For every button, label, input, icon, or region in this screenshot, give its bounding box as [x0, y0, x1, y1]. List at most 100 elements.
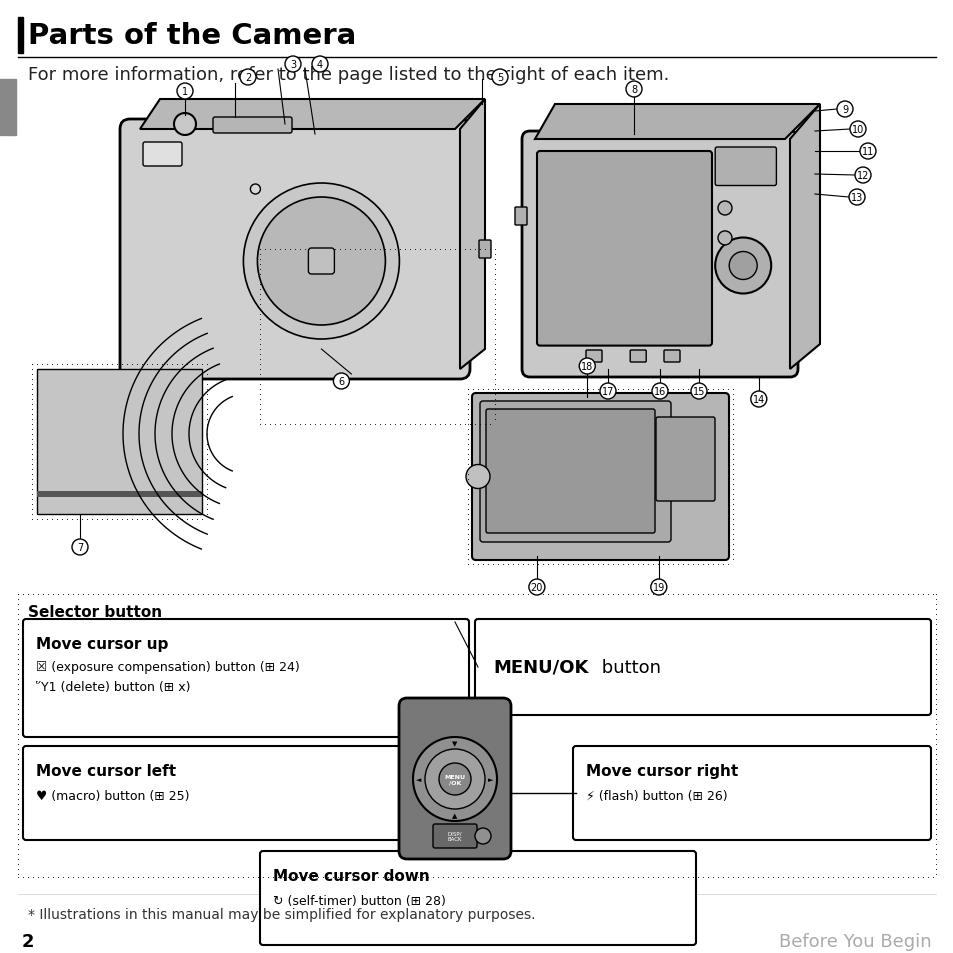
Point [460, 492, 476, 507]
Point [927, 587, 943, 602]
Point [487, 292, 502, 307]
Point [599, 557, 615, 572]
Circle shape [413, 738, 497, 821]
Point [565, 382, 580, 397]
Point [440, 869, 456, 884]
Point [927, 712, 943, 727]
Point [382, 416, 397, 432]
Point [50, 357, 65, 373]
Point [179, 357, 194, 373]
Point [253, 412, 268, 427]
Point [927, 726, 943, 741]
Point [287, 242, 302, 257]
Point [10, 587, 26, 602]
Point [927, 627, 943, 642]
Point [927, 612, 943, 627]
Point [860, 587, 875, 602]
Point [85, 869, 100, 884]
Point [625, 587, 640, 602]
Point [625, 557, 640, 572]
Circle shape [848, 190, 864, 206]
Point [30, 357, 45, 373]
Point [322, 242, 337, 257]
Point [375, 869, 390, 884]
Point [10, 632, 26, 647]
Point [199, 392, 214, 407]
Point [927, 732, 943, 747]
Point [480, 869, 496, 884]
Point [380, 869, 395, 884]
Point [199, 397, 214, 413]
Point [927, 766, 943, 781]
Point [625, 382, 640, 397]
Point [487, 307, 502, 322]
Point [456, 242, 472, 257]
Point [64, 357, 79, 373]
Point [610, 557, 625, 572]
Point [465, 587, 480, 602]
Circle shape [243, 184, 399, 339]
Point [460, 427, 476, 442]
Point [927, 851, 943, 866]
Point [927, 737, 943, 752]
Point [724, 517, 740, 532]
Point [927, 697, 943, 712]
Point [390, 869, 405, 884]
Point [927, 862, 943, 877]
Point [25, 422, 40, 437]
Point [655, 382, 670, 397]
Point [735, 869, 750, 884]
Point [71, 587, 86, 602]
Point [835, 587, 850, 602]
Point [205, 587, 220, 602]
Point [715, 869, 730, 884]
Text: button: button [596, 659, 660, 677]
Point [124, 357, 139, 373]
Point [445, 587, 460, 602]
Point [253, 332, 268, 347]
Point [670, 869, 685, 884]
Point [10, 781, 26, 797]
Point [664, 587, 679, 602]
Point [179, 512, 194, 527]
Point [476, 416, 492, 432]
Point [300, 869, 315, 884]
Point [724, 527, 740, 542]
Point [615, 587, 630, 602]
Point [460, 422, 476, 437]
Point [10, 786, 26, 801]
Point [670, 587, 685, 602]
Point [10, 832, 26, 847]
Point [460, 397, 476, 413]
Point [920, 587, 935, 602]
Circle shape [271, 212, 371, 312]
Point [700, 869, 715, 884]
Point [430, 587, 445, 602]
Point [10, 846, 26, 862]
Circle shape [718, 232, 731, 246]
Point [664, 869, 679, 884]
Point [487, 397, 502, 413]
Point [277, 416, 293, 432]
Point [253, 262, 268, 277]
Point [144, 357, 159, 373]
Point [720, 587, 735, 602]
Point [200, 587, 215, 602]
Point [485, 382, 500, 397]
Point [844, 869, 860, 884]
Point [144, 512, 159, 527]
Point [485, 557, 500, 572]
Point [94, 512, 110, 527]
Text: ▼: ▼ [452, 740, 457, 746]
Point [655, 587, 670, 602]
Point [630, 587, 645, 602]
Point [253, 416, 268, 432]
Point [495, 557, 510, 572]
Point [170, 357, 185, 373]
Point [764, 869, 780, 884]
Point [475, 557, 490, 572]
Point [460, 432, 476, 447]
Point [476, 242, 492, 257]
Point [357, 242, 373, 257]
Point [134, 357, 150, 373]
